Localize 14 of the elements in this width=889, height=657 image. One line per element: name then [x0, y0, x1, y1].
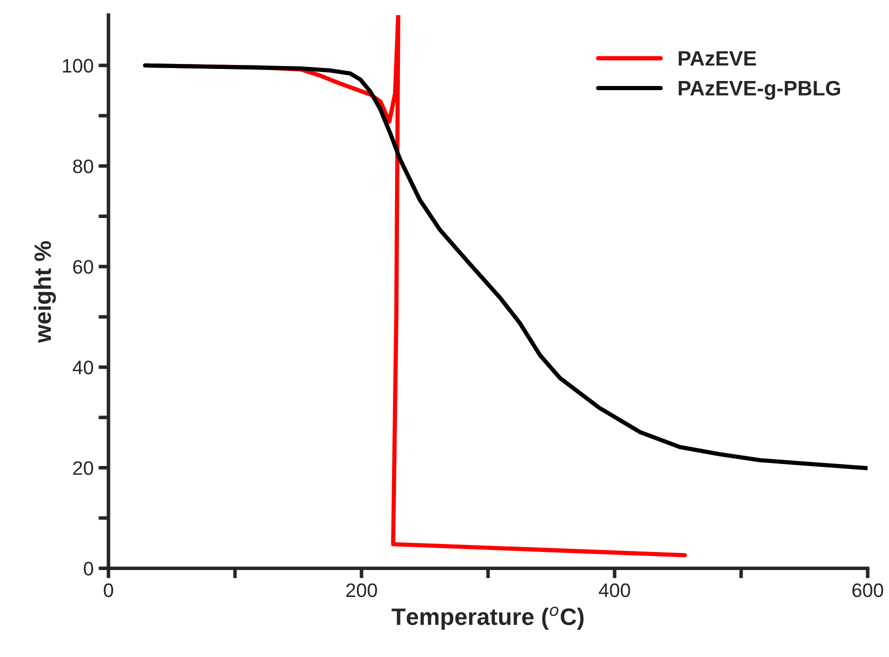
- y-tick-label: 0: [84, 562, 94, 576]
- x-tick-label: 600: [852, 583, 884, 598]
- y-axis-title: weight %: [34, 241, 56, 343]
- y-tick-label: 20: [73, 461, 94, 475]
- y-tick-label: 100: [62, 58, 94, 73]
- y-tick-label: 80: [73, 159, 94, 174]
- legend-label: PAzEVE: [678, 51, 756, 66]
- y-tick-label: 40: [72, 360, 94, 374]
- x-tick-label: 400: [598, 583, 630, 598]
- y-tick-label: 60: [73, 260, 94, 274]
- legend-label: PAzEVE-g-PBLG: [678, 80, 840, 100]
- x-axis-title: Temperature ($^{o}$C): [392, 606, 584, 630]
- x-tick-label: 0: [104, 583, 114, 598]
- x-tick-label: 200: [346, 583, 377, 598]
